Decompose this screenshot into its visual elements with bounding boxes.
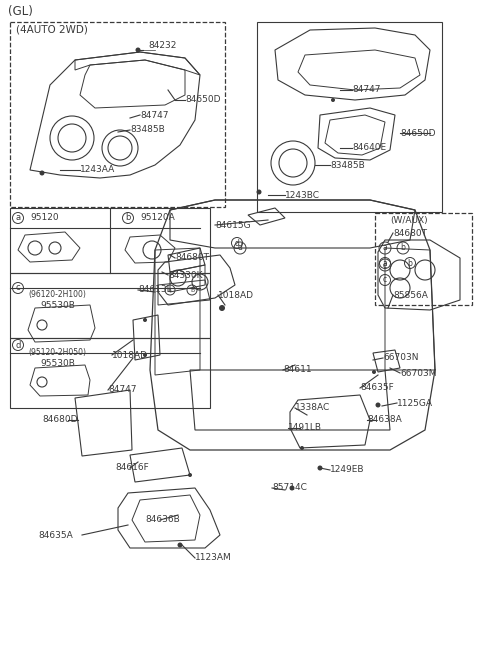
Text: 84650D: 84650D xyxy=(400,128,435,138)
Text: 95120A: 95120A xyxy=(140,214,175,223)
Text: 1018AD: 1018AD xyxy=(218,291,254,299)
Circle shape xyxy=(143,353,147,357)
Circle shape xyxy=(317,466,323,470)
Text: 84635A: 84635A xyxy=(38,531,73,540)
Text: (96120-2H100): (96120-2H100) xyxy=(28,291,86,299)
Text: d: d xyxy=(238,244,242,252)
Text: 1243AA: 1243AA xyxy=(80,166,115,174)
Text: d: d xyxy=(15,341,21,350)
Text: a: a xyxy=(383,244,387,252)
Bar xyxy=(10,338,210,408)
Text: 84638A: 84638A xyxy=(367,415,402,424)
Text: 84635F: 84635F xyxy=(360,383,394,392)
Text: 84636B: 84636B xyxy=(145,515,180,525)
Circle shape xyxy=(289,485,295,491)
Text: (W/AUX): (W/AUX) xyxy=(390,215,428,225)
Text: 84680T: 84680T xyxy=(175,253,209,263)
Circle shape xyxy=(331,98,335,102)
Text: 1491LB: 1491LB xyxy=(288,424,322,432)
Text: a: a xyxy=(168,288,172,293)
Text: 95530B: 95530B xyxy=(40,301,75,310)
Circle shape xyxy=(135,48,141,52)
Bar xyxy=(10,22,225,207)
Text: a: a xyxy=(383,259,387,267)
Text: c: c xyxy=(383,261,387,269)
Circle shape xyxy=(39,170,45,176)
Circle shape xyxy=(375,403,381,407)
Text: 84611: 84611 xyxy=(283,365,312,375)
Text: 84232: 84232 xyxy=(148,41,176,50)
Text: b: b xyxy=(190,288,194,293)
Text: 1125GA: 1125GA xyxy=(397,398,433,407)
Text: 84650D: 84650D xyxy=(185,96,220,105)
Text: 84747: 84747 xyxy=(352,86,381,94)
Text: (95120-2H050): (95120-2H050) xyxy=(28,348,86,356)
Text: 84615G: 84615G xyxy=(215,221,251,229)
Text: 1123AM: 1123AM xyxy=(195,553,232,563)
Circle shape xyxy=(178,542,182,548)
Circle shape xyxy=(372,370,376,374)
Text: 95120: 95120 xyxy=(30,214,59,223)
Text: b: b xyxy=(125,214,131,223)
Text: 84747: 84747 xyxy=(140,111,168,119)
Text: 83485B: 83485B xyxy=(330,160,365,170)
Text: 84616F: 84616F xyxy=(115,464,149,472)
Text: 83485B: 83485B xyxy=(130,126,165,134)
Text: (GL): (GL) xyxy=(8,5,33,18)
Bar xyxy=(375,213,472,305)
Text: 1249EB: 1249EB xyxy=(330,466,364,474)
Text: b: b xyxy=(408,259,412,267)
Text: 85856A: 85856A xyxy=(393,291,428,299)
Text: 1243BC: 1243BC xyxy=(285,191,320,200)
Bar xyxy=(257,22,442,212)
Text: 84680T: 84680T xyxy=(393,229,427,238)
Text: b: b xyxy=(401,244,406,252)
Text: 1018AD: 1018AD xyxy=(112,350,148,360)
Text: a: a xyxy=(15,214,21,223)
Text: 1338AC: 1338AC xyxy=(295,403,330,413)
Bar xyxy=(10,273,210,338)
Text: 84330K: 84330K xyxy=(168,271,203,280)
Circle shape xyxy=(256,189,262,195)
Text: 84680D: 84680D xyxy=(42,415,77,424)
Text: 84613L: 84613L xyxy=(138,286,172,295)
Circle shape xyxy=(300,446,304,450)
Text: (4AUTO 2WD): (4AUTO 2WD) xyxy=(16,25,88,35)
Text: 85714C: 85714C xyxy=(272,483,307,493)
Text: 84747: 84747 xyxy=(108,386,136,394)
Text: 95530B: 95530B xyxy=(40,358,75,367)
Text: d: d xyxy=(235,238,240,248)
Text: 84640E: 84640E xyxy=(352,143,386,153)
Text: c: c xyxy=(383,276,387,284)
Text: c: c xyxy=(16,284,20,293)
Circle shape xyxy=(188,473,192,477)
Bar xyxy=(10,208,210,273)
Circle shape xyxy=(219,305,225,311)
Text: 66703M: 66703M xyxy=(400,369,436,377)
Circle shape xyxy=(143,318,147,322)
Text: 66703N: 66703N xyxy=(383,354,419,362)
